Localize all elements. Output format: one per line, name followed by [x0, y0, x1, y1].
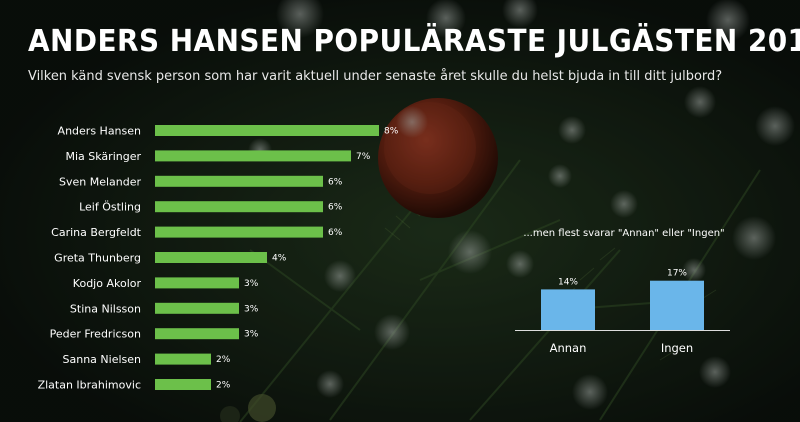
bar [155, 277, 239, 289]
category-label: Peder Fredricson [50, 328, 141, 341]
value-label: 3% [244, 279, 259, 289]
bar [155, 125, 379, 136]
category-label: Kodjo Akolor [73, 277, 142, 290]
category-label: Stina Nilsson [70, 302, 141, 315]
value-label: 17% [667, 269, 687, 279]
bar [155, 175, 323, 187]
chart-subtitle: Vilken känd svensk person som har varit … [28, 68, 723, 84]
value-label: 6% [328, 228, 343, 238]
bar [155, 150, 351, 162]
value-label: 14% [558, 277, 578, 287]
category-label: Sven Melander [59, 175, 142, 188]
value-label: 6% [328, 177, 343, 187]
bar [155, 328, 239, 340]
value-label: 2% [216, 355, 231, 365]
value-label: 2% [216, 381, 231, 391]
bar [155, 201, 323, 213]
category-label: Leif Östling [79, 201, 141, 214]
value-label: 6% [328, 203, 343, 213]
value-label: 4% [272, 254, 287, 264]
category-label: Ingen [661, 341, 693, 355]
category-label: Anders Hansen [58, 125, 141, 138]
value-label: 3% [244, 304, 259, 314]
bar [155, 252, 267, 263]
category-label: Carina Bergfeldt [51, 226, 142, 239]
category-label: Greta Thunberg [54, 252, 141, 265]
value-label: 3% [244, 330, 259, 340]
value-label: 7% [356, 152, 371, 162]
side-chart-title: ...men flest svarar "Annan" eller "Ingen… [523, 228, 724, 239]
bar [650, 280, 704, 330]
chart-title: ANDERS HANSEN POPULÄRASTE JULGÄSTEN 2019 [28, 24, 800, 59]
category-label: Zlatan Ibrahimovic [38, 379, 141, 392]
bar [155, 353, 211, 365]
category-label: Annan [550, 341, 587, 355]
bar [155, 226, 323, 238]
bar [155, 379, 211, 390]
value-label: 8% [384, 127, 399, 137]
bar [155, 302, 239, 314]
category-label: Sanna Nielsen [63, 353, 142, 366]
category-label: Mia Skäringer [65, 150, 141, 163]
bar [541, 289, 595, 330]
